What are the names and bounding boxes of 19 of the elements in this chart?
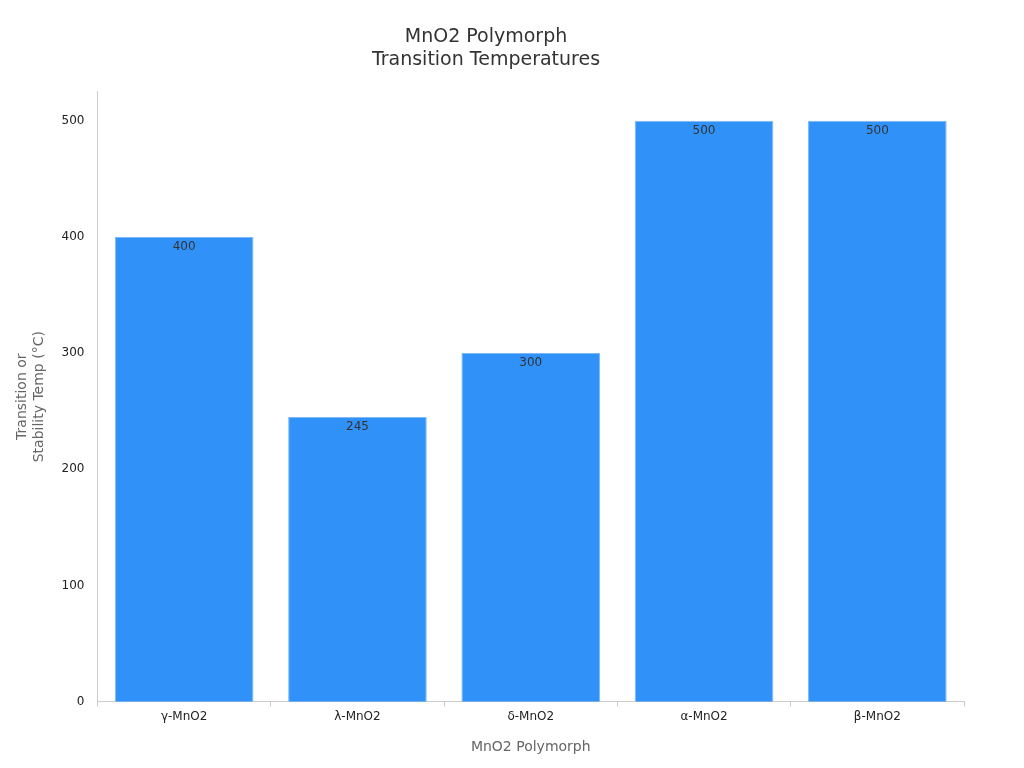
x-tick-label: γ-MnO2 [160, 709, 208, 724]
y-axis-title: Transition or Stability Temp (°C) [13, 331, 46, 463]
x-tick-label: β-MnO2 [853, 709, 901, 724]
data-label: 245 [346, 419, 369, 434]
data-label: 500 [865, 122, 889, 137]
y-tick-label: 300 [61, 345, 85, 360]
y-tick-label: 400 [61, 229, 85, 244]
x-tick-label: λ-MnO2 [334, 709, 381, 724]
x-tick-label: α-MnO2 [680, 709, 728, 724]
data-label: 400 [172, 239, 196, 254]
y-tick-label: 0 [76, 693, 85, 708]
y-tick-label: 100 [61, 577, 85, 592]
chart-title: MnO2 Polymorph Transition Temperatures [370, 24, 601, 70]
data-label: 500 [692, 122, 716, 137]
y-tick-label: 500 [61, 112, 85, 127]
y-tick-label: 200 [61, 461, 85, 476]
data-label: 300 [519, 355, 543, 370]
x-axis-title: MnO2 Polymorph [470, 738, 591, 755]
x-tick-label: δ-MnO2 [507, 709, 555, 724]
